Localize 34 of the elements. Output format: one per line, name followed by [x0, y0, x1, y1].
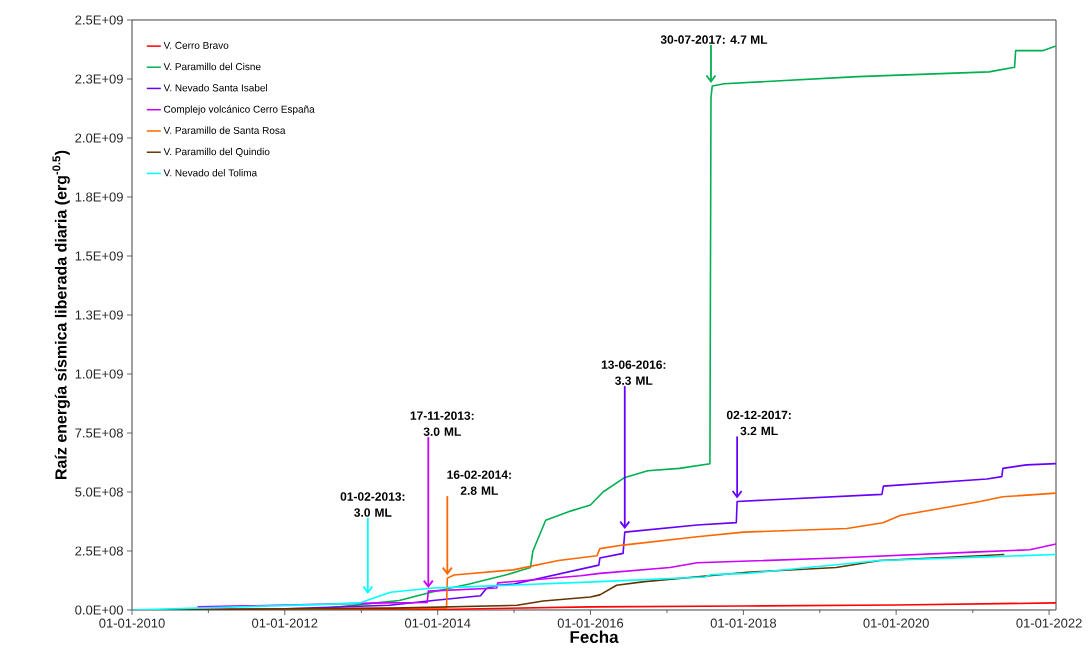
x-tick-label: 01-01-2014: [404, 618, 471, 628]
annotation: 01-02-2013: 3.0 ML: [340, 492, 405, 517]
x-axis-title: Fecha: [570, 630, 619, 644]
text: Raíz energía sísmica liberada diaria (erg$^{-0.5}$): [52, 150, 70, 479]
y-tick-label: 2.5E+09: [75, 15, 123, 25]
annotation: 17-11-2013: 3.0 ML: [410, 411, 474, 436]
y-tick-label: 5.0E+08: [75, 487, 123, 497]
y-tick-label: 1.5E+09: [75, 251, 123, 261]
legend-label: V. Paramillo de Santa Rosa: [163, 126, 286, 134]
x-tick-label: 01-01-2020: [863, 618, 929, 628]
y-tick-label: 1.8E+09: [75, 192, 123, 202]
line-series: [196, 543, 1057, 608]
legend-label: V. Paramillo del Quindio: [163, 147, 270, 157]
legend-label: Complejo volcánico Cerro España: [164, 105, 315, 115]
y-tick-label: 1.0E+09: [75, 369, 123, 379]
legend-label: V. Nevado del Tolima: [163, 169, 258, 177]
x-tick-label: 01-01-2016: [557, 618, 624, 628]
x-tick-label: 01-01-2018: [710, 618, 777, 628]
legend-label: V. Cerro Bravo: [163, 41, 229, 49]
y-tick-label: 0.0E+00: [75, 605, 123, 615]
x-tick-label: 01-01-2010: [99, 618, 165, 628]
x-tick-label: 01-01-2012: [252, 618, 318, 628]
y-tick-label: 2.3E+09: [75, 74, 123, 84]
legend-label: V. Paramillo del Cisne: [163, 62, 261, 71]
annotation: 16-02-2014: 2.8 ML: [447, 470, 511, 495]
y-tick-label: 1.3E+09: [75, 310, 123, 320]
x-tick-label: 01-01-2022: [1016, 618, 1082, 628]
legend-label: V. Nevado Santa Isabel: [163, 84, 268, 92]
y-tick-label: 2.0E+09: [75, 133, 123, 143]
annotation: 13-06-2016: 3.3 ML: [601, 360, 666, 385]
annotation: 02-12-2017: 3.2 ML: [726, 410, 791, 436]
y-tick-label: 2.5E+08: [75, 546, 123, 556]
y-tick-label: 7.5E+08: [75, 428, 123, 438]
annotation: 30-07-2017: 4.7 ML: [660, 35, 768, 44]
